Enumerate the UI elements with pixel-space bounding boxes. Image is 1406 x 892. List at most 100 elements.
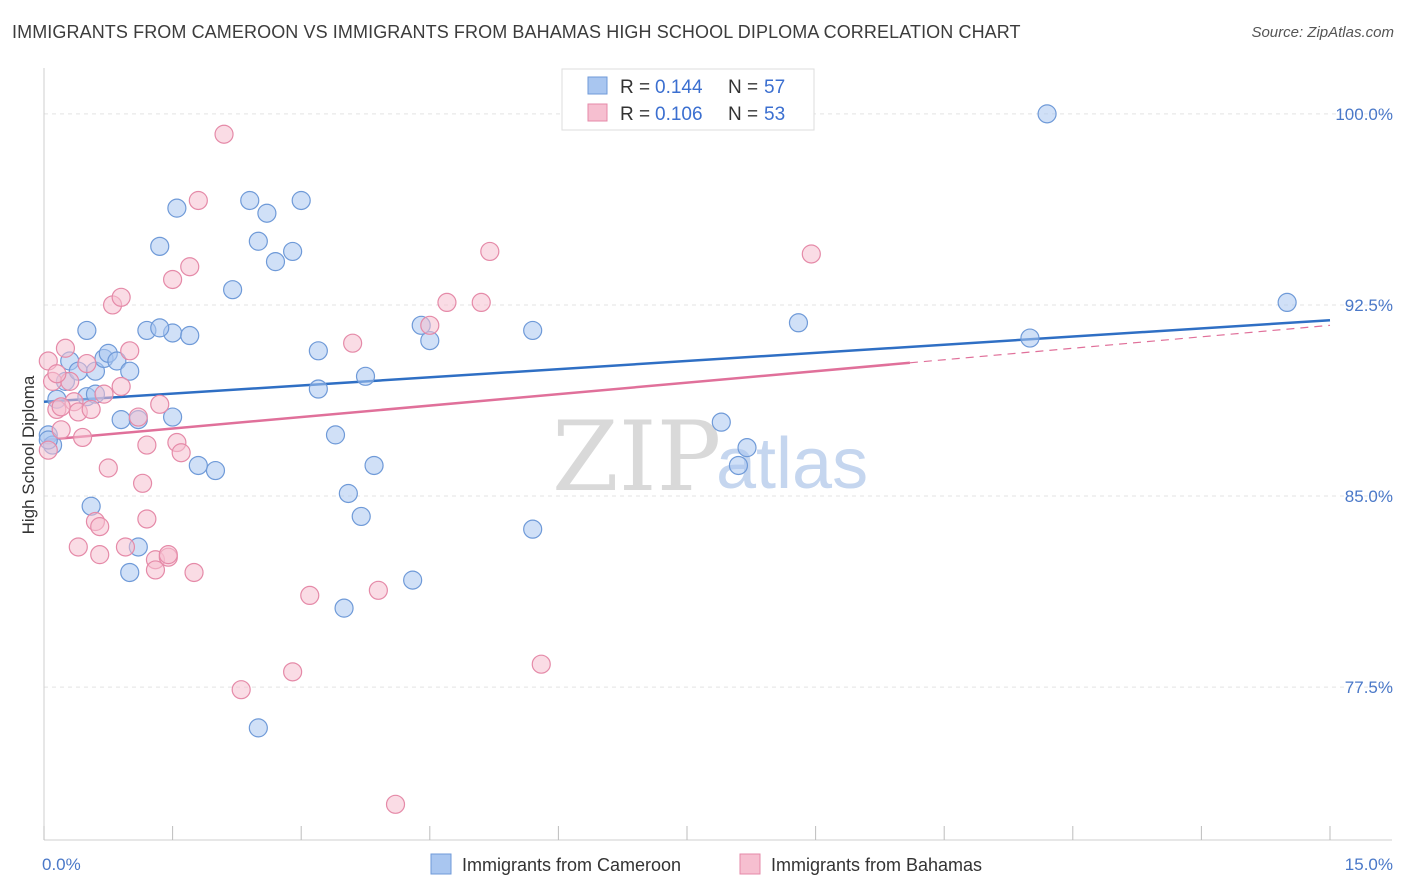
series-points-1	[38, 124, 821, 814]
point-0-40	[523, 320, 543, 341]
point-0-52	[1037, 104, 1057, 124]
series-legend-label-cameroon: Immigrants from Cameroon	[462, 855, 681, 875]
point-0-28	[283, 241, 303, 262]
point-1-25	[150, 394, 170, 414]
point-0-50	[728, 455, 749, 476]
trend-line-1	[43, 361, 911, 442]
point-1-45	[68, 537, 88, 557]
point-1-24	[145, 560, 166, 580]
point-0-17	[163, 407, 183, 427]
point-0-32	[325, 425, 346, 445]
point-1-31	[184, 562, 204, 583]
legend-r-label-bahamas: R =	[620, 104, 650, 125]
x-tick-label-0: 0.0%	[42, 855, 81, 874]
source-label: Source: ZipAtlas.com	[1251, 24, 1394, 41]
chart-title: IMMIGRANTS FROM CAMEROON VS IMMIGRANTS F…	[12, 22, 1021, 42]
point-1-21	[132, 473, 153, 493]
point-0-14	[77, 320, 97, 341]
series-legend-label-bahamas: Immigrants from Bahamas	[771, 855, 982, 875]
point-1-38	[368, 580, 388, 600]
series-legend-swatch-bahamas	[739, 853, 761, 875]
legend-n-value-cameroon: 57	[764, 77, 785, 98]
point-0-33	[338, 483, 358, 504]
legend-swatch-bahamas	[587, 103, 608, 122]
point-1-27	[163, 269, 183, 290]
legend-n-label-bahamas: N =	[728, 104, 758, 125]
point-1-51	[47, 364, 67, 384]
point-1-12	[90, 517, 110, 537]
point-0-41	[523, 519, 543, 539]
trend-lines	[43, 318, 1331, 442]
point-0-13	[120, 361, 140, 381]
point-0-25	[248, 231, 268, 251]
point-1-50	[801, 244, 821, 264]
point-1-22	[137, 509, 157, 529]
y-axis-label: High School Diploma	[19, 375, 38, 534]
point-0-21	[180, 325, 200, 346]
point-0-35	[355, 366, 376, 386]
point-0-36	[364, 455, 384, 476]
tick-labels: 100.0% 92.5% 85.0% 77.5% 0.0% 15.0%	[42, 105, 1393, 874]
point-1-14	[98, 458, 118, 478]
point-0-12	[111, 410, 131, 430]
series-legend-swatch-cameroon	[430, 853, 452, 875]
correlation-legend: R = 0.144 N = 57 R = 0.106 N = 53	[561, 68, 815, 131]
point-0-22	[205, 460, 226, 481]
point-0-53	[1277, 292, 1297, 313]
legend-r-label-cameroon: R =	[620, 77, 650, 98]
point-0-10	[107, 351, 127, 371]
point-0-34	[351, 506, 371, 527]
point-1-33	[214, 124, 234, 144]
point-1-18	[120, 341, 140, 361]
legend-r-value-bahamas: 0.106	[655, 104, 703, 125]
point-1-29	[171, 443, 191, 463]
point-0-37	[403, 570, 423, 590]
point-1-10	[77, 353, 97, 374]
y-tick-label-3: 77.5%	[1345, 678, 1393, 697]
point-0-30	[308, 379, 328, 399]
watermark-zip: ZIP	[552, 401, 721, 513]
point-1-20	[128, 407, 148, 427]
point-1-37	[343, 333, 363, 353]
point-0-43	[150, 318, 170, 338]
x-tick-label-1: 15.0%	[1345, 855, 1393, 874]
trend-line-dashed-1	[909, 324, 1331, 364]
point-1-34	[231, 680, 251, 700]
point-1-4	[51, 420, 71, 440]
point-1-44	[531, 654, 551, 674]
point-0-19	[150, 236, 170, 256]
point-1-5	[55, 338, 76, 358]
y-tick-label-1: 92.5%	[1345, 296, 1393, 315]
point-1-36	[300, 585, 320, 606]
point-1-52	[137, 435, 157, 455]
point-0-23	[223, 280, 243, 300]
point-1-13	[90, 545, 110, 565]
legend-r-value-cameroon: 0.144	[655, 77, 703, 98]
point-1-40	[420, 315, 440, 335]
point-1-49	[158, 545, 178, 565]
point-1-41	[437, 292, 457, 313]
point-0-51	[1020, 328, 1040, 348]
point-1-48	[94, 384, 114, 404]
point-0-26	[257, 203, 277, 223]
legend-swatch-cameroon	[587, 76, 608, 95]
point-1-19	[111, 376, 131, 397]
point-0-31	[308, 341, 328, 361]
series-points-0	[38, 104, 1297, 738]
data-points	[38, 104, 1297, 814]
point-0-49	[788, 313, 809, 333]
point-1-30	[180, 257, 200, 277]
point-0-44	[188, 455, 208, 476]
y-tick-label-2: 85.0%	[1345, 487, 1393, 506]
point-1-47	[81, 399, 101, 420]
point-0-29	[291, 190, 311, 211]
point-0-20	[167, 198, 187, 218]
point-0-42	[120, 562, 140, 583]
point-0-47	[711, 412, 731, 432]
point-1-16	[111, 287, 131, 307]
point-0-24	[240, 190, 260, 211]
point-0-27	[265, 252, 286, 272]
point-1-46	[51, 397, 71, 417]
point-1-32	[188, 190, 208, 211]
